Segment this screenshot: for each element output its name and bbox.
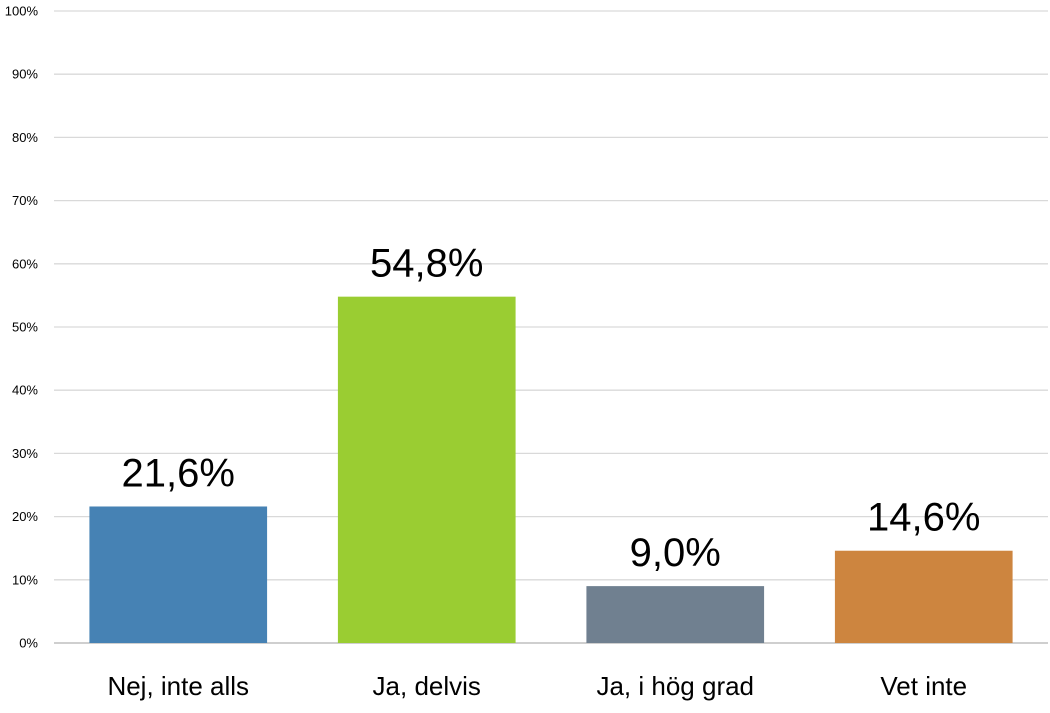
x-tick-label: Nej, inte alls [107, 671, 249, 701]
data-labels: 21,6% 54,8% 9,0% 14,6% [122, 242, 981, 575]
y-tick-label: 50% [12, 320, 38, 335]
y-tick-label: 100% [5, 4, 39, 19]
y-tick-label: 60% [12, 256, 38, 271]
bar [89, 506, 268, 643]
y-tick-label: 20% [12, 509, 38, 524]
x-tick-label: Ja, delvis [373, 671, 481, 701]
x-tick-label: Ja, i hög grad [596, 671, 754, 701]
x-axis-ticks: Nej, inte alls Ja, delvis Ja, i hög grad Ve… [107, 671, 967, 701]
y-tick-label: 70% [12, 193, 38, 208]
bar [337, 296, 516, 643]
data-label: 14,6% [867, 496, 980, 540]
bar [834, 550, 1013, 643]
y-tick-label: 80% [12, 130, 38, 145]
y-tick-label: 40% [12, 383, 38, 398]
data-label: 21,6% [122, 451, 235, 495]
bars [89, 296, 1013, 643]
y-axis-ticks: 0% 10% 20% 30% 40% 50% 60% 70% 80% 90% 100% [5, 4, 39, 651]
y-tick-label: 10% [12, 572, 38, 587]
bar [586, 586, 765, 643]
y-tick-label: 90% [12, 67, 38, 82]
data-label: 54,8% [370, 242, 483, 286]
y-tick-label: 30% [12, 446, 38, 461]
data-label: 9,0% [630, 531, 721, 575]
y-tick-label: 0% [19, 636, 38, 651]
x-tick-label: Vet inte [880, 671, 967, 701]
